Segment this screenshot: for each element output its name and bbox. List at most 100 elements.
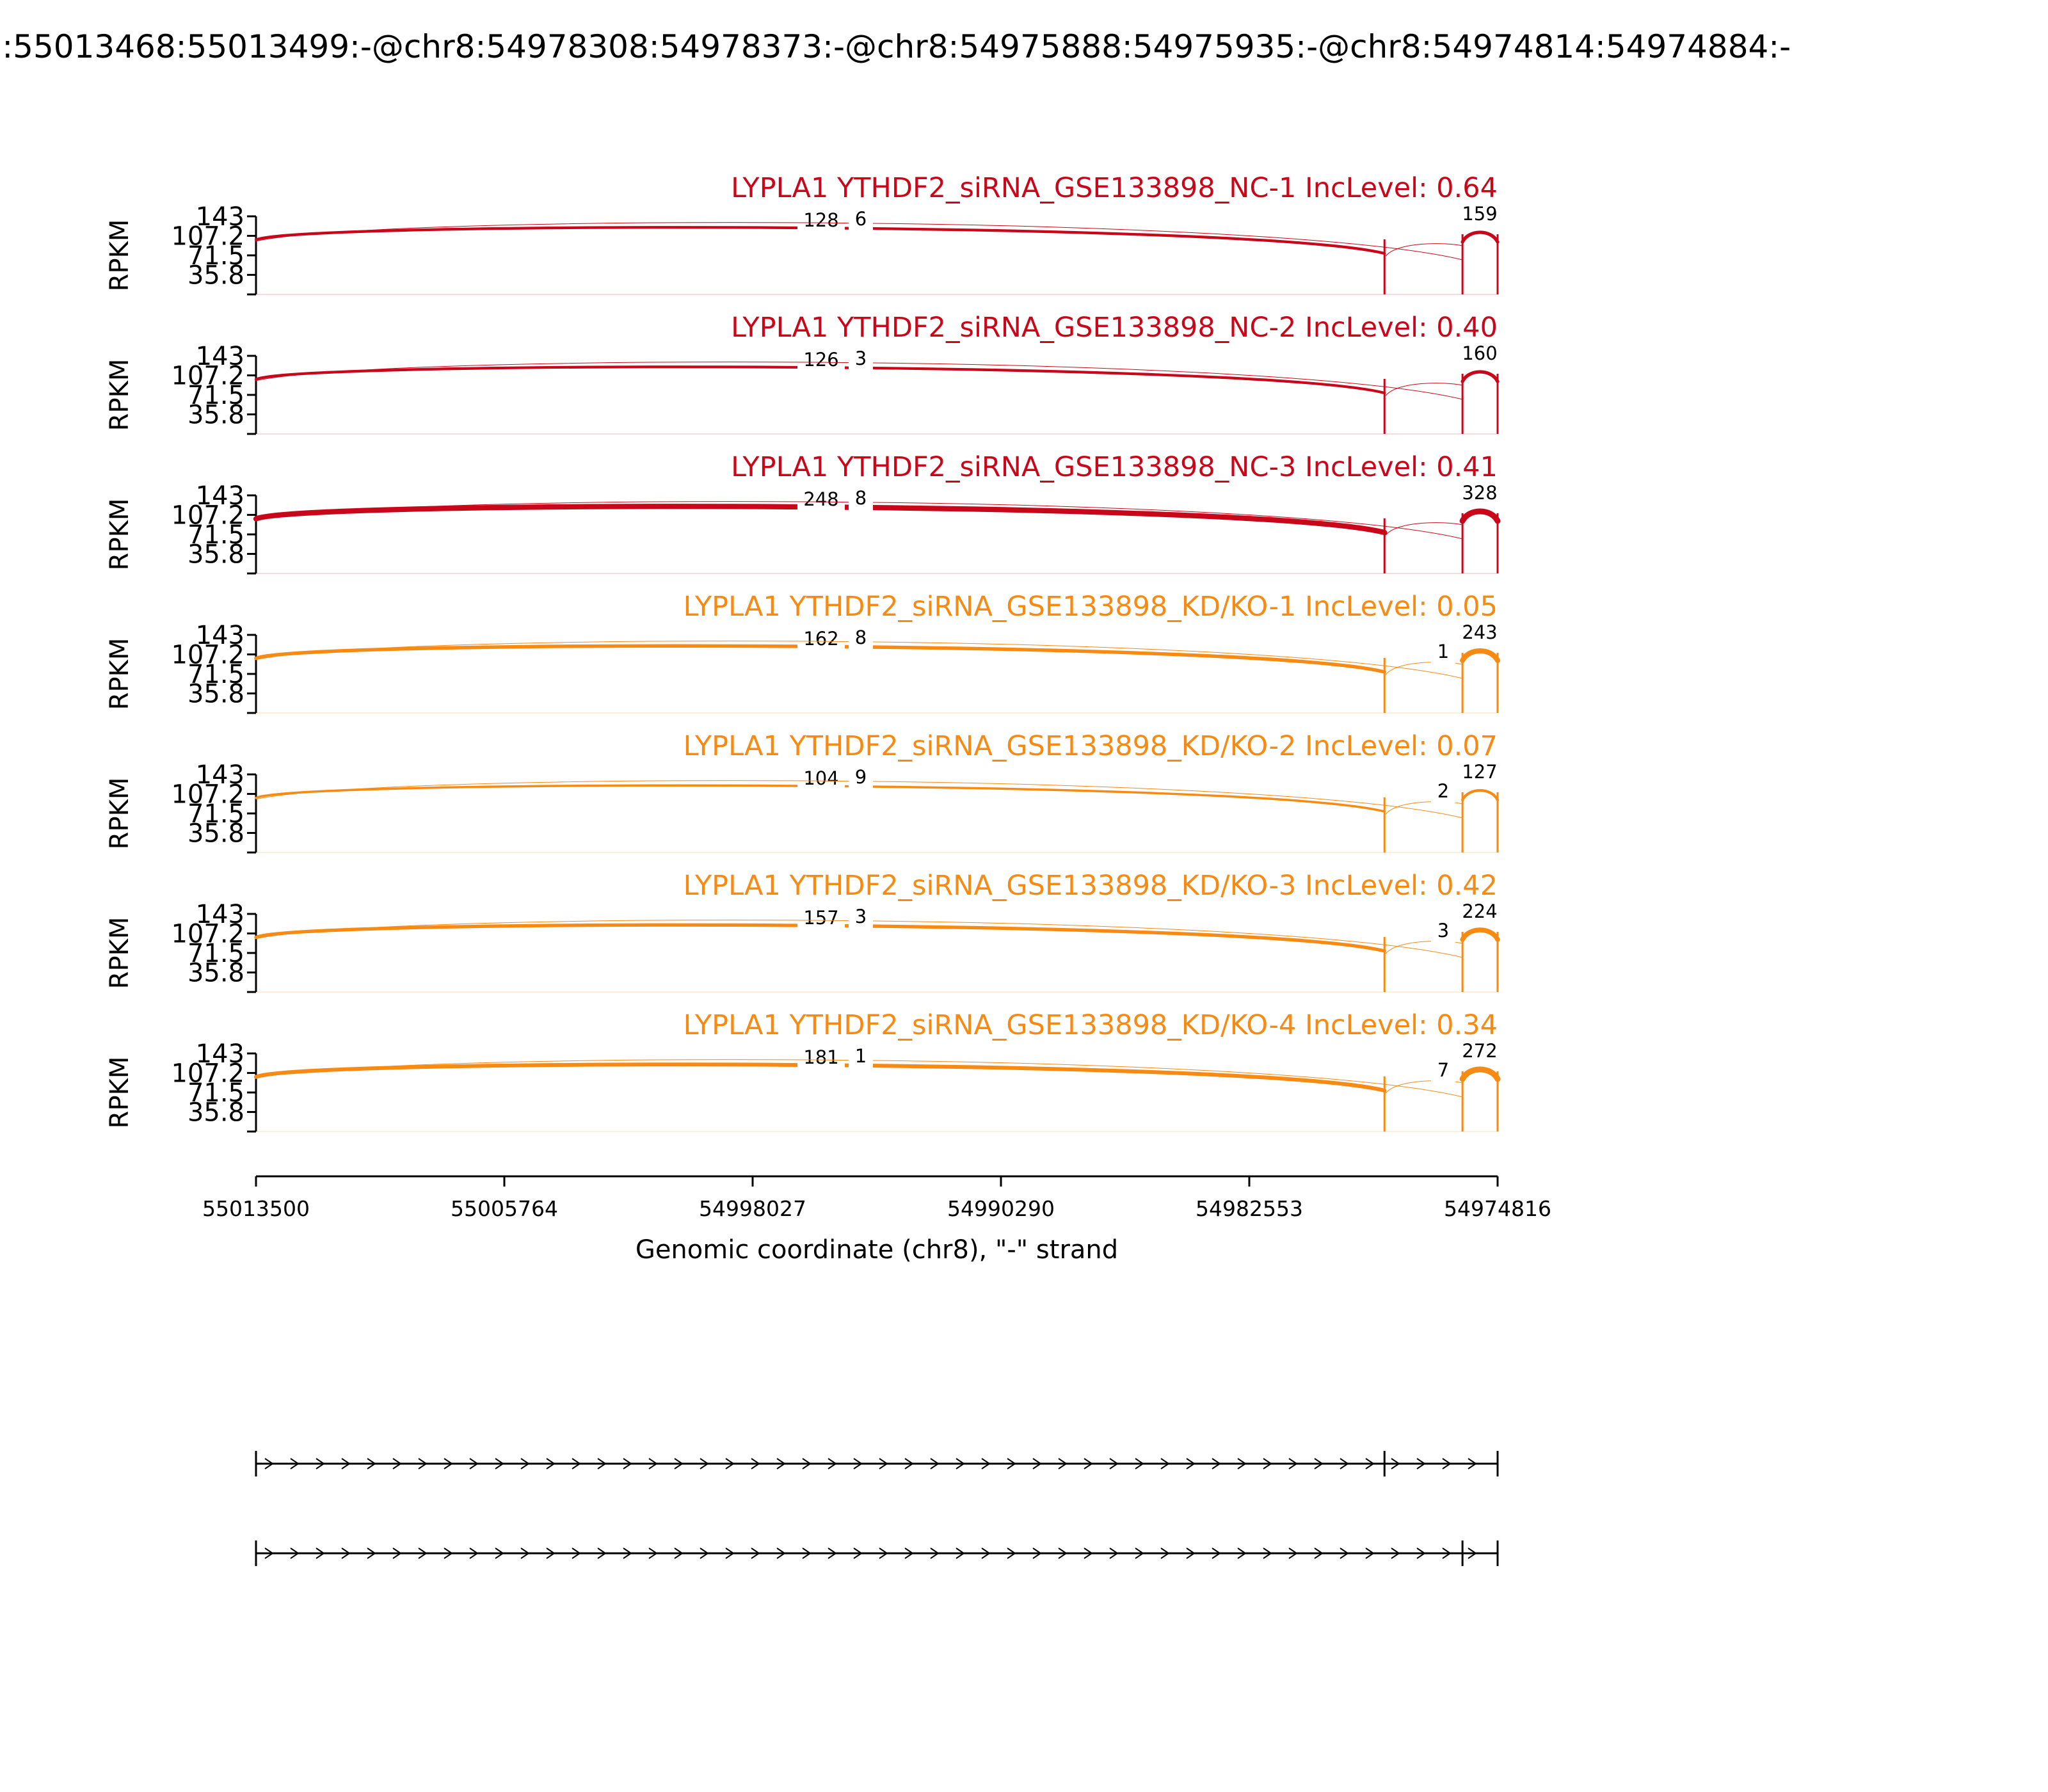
junction-arc bbox=[1460, 230, 1500, 244]
y-tick-label: 71.5 bbox=[188, 799, 244, 829]
track-title: LYPLA1 YTHDF2_siRNA_GSE133898_KD/KO-3 In… bbox=[684, 870, 1498, 902]
strand-arrow bbox=[418, 1548, 428, 1559]
junction-label-bg bbox=[1456, 1043, 1503, 1064]
junction-label-bg bbox=[1456, 904, 1503, 924]
y-axis-label: RPKM bbox=[105, 1057, 134, 1129]
strand-arrow bbox=[546, 1458, 556, 1469]
junction-label-bg bbox=[849, 630, 873, 650]
y-axis-label: RPKM bbox=[105, 917, 134, 989]
strand-arrow bbox=[367, 1458, 376, 1469]
junction-count-label: 1 bbox=[855, 1045, 867, 1067]
y-tick-label: 35.8 bbox=[188, 958, 244, 988]
track-5: LYPLA1 YTHDF2_siRNA_GSE133898_KD/KO-2 In… bbox=[105, 730, 1503, 854]
junction-count-label: 7 bbox=[1437, 1059, 1449, 1081]
strand-arrow bbox=[776, 1548, 786, 1559]
strand-arrow bbox=[725, 1458, 735, 1469]
junction-count-label: 104 bbox=[803, 767, 838, 789]
junction-label-bg bbox=[849, 1048, 873, 1069]
junction-label-bg bbox=[1431, 923, 1455, 943]
y-tick-label: 71.5 bbox=[188, 660, 244, 689]
strand-arrow bbox=[1084, 1548, 1093, 1559]
strand-arrow bbox=[1237, 1458, 1247, 1469]
strand-arrow bbox=[418, 1458, 428, 1469]
strand-arrow bbox=[623, 1548, 632, 1559]
junction-arc bbox=[1459, 508, 1501, 524]
track-4: LYPLA1 YTHDF2_siRNA_GSE133898_KD/KO-1 In… bbox=[105, 591, 1503, 714]
junction-count-label: 248 bbox=[803, 488, 838, 510]
y-tick-label: 35.8 bbox=[188, 819, 244, 848]
strand-arrow bbox=[1263, 1458, 1272, 1469]
junction-label-bg bbox=[849, 351, 873, 371]
strand-arrow bbox=[1160, 1458, 1170, 1469]
strand-arrow bbox=[1160, 1548, 1170, 1559]
strand-arrow bbox=[648, 1548, 658, 1559]
junction-arc bbox=[255, 780, 1463, 819]
transcript-1 bbox=[255, 1451, 1499, 1476]
figure-title: chr8:55013468:55013499:-@chr8:54978308:5… bbox=[0, 28, 1791, 65]
strand-arrow bbox=[341, 1458, 351, 1469]
strand-arrow bbox=[316, 1458, 325, 1469]
junction-count-label: 8 bbox=[855, 627, 867, 648]
junction-count-label: 6 bbox=[855, 208, 867, 230]
track-7: LYPLA1 YTHDF2_siRNA_GSE133898_KD/KO-4 In… bbox=[105, 1009, 1503, 1133]
strand-arrow bbox=[802, 1458, 812, 1469]
x-axis-ticks: 55013500 55005764 54998027 54990290 54982553… bbox=[202, 1176, 1551, 1221]
y-tick-label: 143 bbox=[196, 621, 244, 650]
y-tick-label: 71.5 bbox=[188, 1078, 244, 1108]
junction-arc bbox=[255, 920, 1463, 958]
y-tick-label: 107.2 bbox=[171, 920, 244, 949]
strand-arrow bbox=[623, 1458, 632, 1469]
strand-arrow bbox=[879, 1458, 888, 1469]
strand-arrow bbox=[1186, 1548, 1196, 1559]
strand-arrow bbox=[1212, 1458, 1221, 1469]
junction-arc bbox=[1461, 789, 1500, 802]
strand-arrow bbox=[444, 1548, 453, 1559]
strand-arrow bbox=[1340, 1548, 1349, 1559]
junction-label-bg bbox=[1456, 346, 1503, 366]
y-tick-label: 107.2 bbox=[171, 222, 244, 252]
y-axis-label: RPKM bbox=[105, 499, 134, 571]
strand-arrow bbox=[1391, 1458, 1400, 1469]
y-tick-label: 107.2 bbox=[171, 362, 244, 391]
y-tick-label: 71.5 bbox=[188, 520, 244, 550]
junction-label-bg bbox=[1431, 1062, 1455, 1083]
strand-arrow bbox=[853, 1548, 863, 1559]
y-tick-label: 143 bbox=[196, 760, 244, 790]
x-tick-label: 54990290 bbox=[947, 1196, 1055, 1221]
strand-arrow bbox=[1442, 1548, 1452, 1559]
junction-count-label: 3 bbox=[855, 906, 867, 927]
strand-arrow bbox=[1109, 1458, 1119, 1469]
junction-arc bbox=[1459, 1066, 1501, 1082]
y-tick-label: 107.2 bbox=[171, 780, 244, 810]
strand-arrow bbox=[290, 1548, 300, 1559]
junction-count-label: 128 bbox=[803, 209, 838, 231]
junction-count-label: 3 bbox=[1437, 920, 1449, 941]
strand-arrow bbox=[1442, 1458, 1452, 1469]
strand-arrow bbox=[572, 1548, 581, 1559]
strand-arrow bbox=[444, 1458, 453, 1469]
track-title: LYPLA1 YTHDF2_siRNA_GSE133898_NC-3 IncLe… bbox=[731, 451, 1498, 483]
strand-arrow bbox=[469, 1548, 479, 1559]
y-tick-label: 35.8 bbox=[188, 260, 244, 290]
strand-arrow bbox=[725, 1548, 735, 1559]
track-title: LYPLA1 YTHDF2_siRNA_GSE133898_KD/KO-2 In… bbox=[684, 730, 1498, 762]
strand-arrow bbox=[1340, 1458, 1349, 1469]
strand-arrow bbox=[597, 1458, 607, 1469]
transcript-models bbox=[255, 1451, 1499, 1566]
junction-label-bg bbox=[1431, 783, 1455, 804]
y-tick-label: 143 bbox=[196, 481, 244, 511]
y-tick-label: 143 bbox=[196, 202, 244, 232]
junction-count-label: 126 bbox=[803, 349, 838, 371]
strand-arrow bbox=[1416, 1548, 1426, 1559]
junction-label-bg bbox=[1456, 625, 1503, 645]
strand-arrow bbox=[341, 1548, 351, 1559]
y-tick-label: 107.2 bbox=[171, 1059, 244, 1089]
strand-arrow bbox=[648, 1458, 658, 1469]
junction-arc bbox=[1460, 370, 1500, 383]
strand-arrow bbox=[1237, 1548, 1247, 1559]
y-tick-label: 35.8 bbox=[188, 540, 244, 569]
track-1: LYPLA1 YTHDF2_siRNA_GSE133898_NC-1 IncLe… bbox=[105, 172, 1503, 296]
strand-arrow bbox=[572, 1458, 581, 1469]
y-axis-label: RPKM bbox=[105, 359, 134, 431]
junction-arc bbox=[255, 501, 1463, 540]
